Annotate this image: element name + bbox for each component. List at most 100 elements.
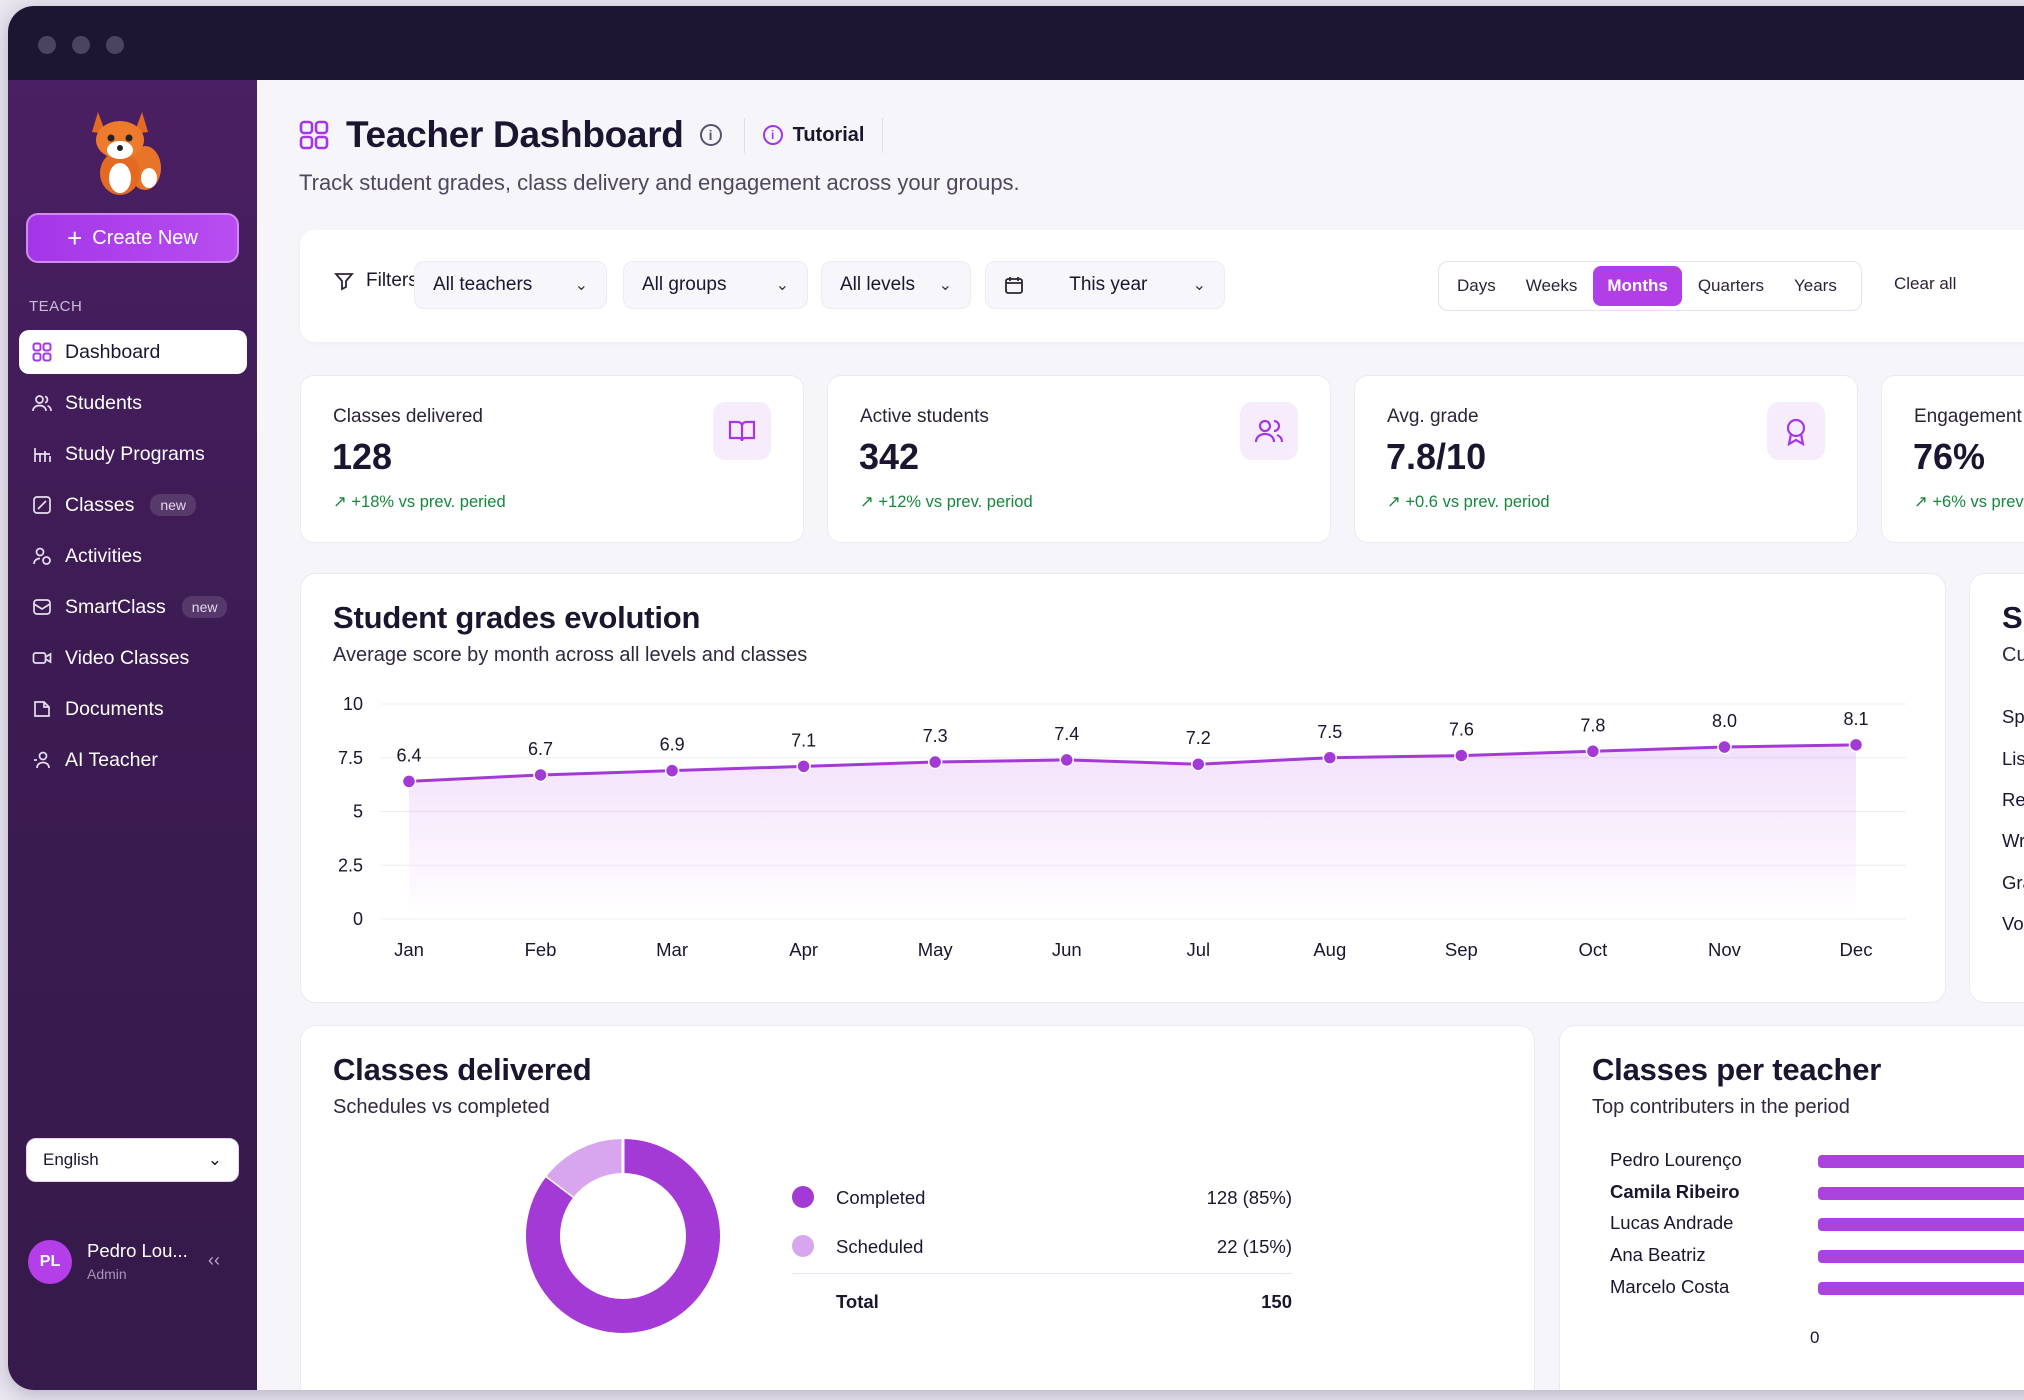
sidebar-item-dashboard[interactable]: Dashboard	[19, 330, 247, 374]
legend-divider	[792, 1273, 1292, 1274]
x-tick-label: Aug	[1313, 939, 1346, 960]
dashboard-grid-icon	[299, 120, 329, 150]
y-tick-label: 7.5	[338, 748, 363, 768]
page-header: Teacher Dashboard i i Tutorial	[298, 114, 884, 156]
sidebar-item-smartclass[interactable]: SmartClass new	[19, 585, 247, 629]
x-tick-label: Jun	[1052, 939, 1082, 960]
classes-per-teacher-card: Classes per teacher Top contributers in …	[1559, 1025, 2024, 1390]
sidebar-item-ai-teacher[interactable]: AI Teacher	[19, 738, 247, 782]
data-point	[1454, 748, 1469, 763]
card-title: Classes delivered	[333, 1052, 592, 1087]
teacher-row: Lucas Andrade	[1610, 1212, 2024, 1236]
period-select[interactable]: This year ⌄	[985, 261, 1225, 309]
window-minimize-dot[interactable]	[72, 36, 90, 54]
user-role: Admin	[87, 1266, 127, 1282]
data-point	[927, 754, 943, 770]
window-close-dot[interactable]	[38, 36, 56, 54]
user-name: Pedro Lou...	[87, 1240, 188, 1261]
kpi-delta: ↗ +6% vs prev	[1914, 493, 2024, 511]
window-zoom-dot[interactable]	[106, 36, 124, 54]
sidebar-item-label: Video Classes	[65, 646, 190, 669]
teacher-row: Camila Ribeiro	[1610, 1181, 2024, 1205]
teacher-row: Marcelo Costa	[1610, 1276, 2024, 1300]
sidebar-item-documents[interactable]: Documents	[19, 687, 247, 731]
x-tick-label: Sep	[1445, 939, 1478, 960]
kpi-delta: ↗ +18% vs prev. peried	[333, 493, 506, 511]
create-new-label: Create New	[92, 226, 198, 249]
series-line	[408, 743, 1857, 783]
sidebar-item-activities[interactable]: Activities	[19, 534, 247, 578]
filter-icon	[334, 273, 354, 291]
activities-icon	[31, 545, 53, 567]
data-point	[401, 774, 417, 789]
granularity-months[interactable]: Months	[1593, 266, 1682, 306]
groups-select[interactable]: All groups ⌄	[623, 261, 808, 309]
legend-total: Total 150	[792, 1286, 1292, 1316]
skill-label: Res	[2002, 789, 2024, 810]
language-value: English	[43, 1150, 99, 1169]
card-title: Classes per teacher	[1592, 1052, 1882, 1087]
legend-label: Completed	[836, 1187, 926, 1208]
skill-label: Voc	[2002, 913, 2024, 934]
x-tick-label: May	[918, 939, 954, 960]
x-tick-label: Dec	[1840, 939, 1873, 960]
language-select[interactable]: English ⌄	[26, 1138, 239, 1182]
sidebar-item-video-classes[interactable]: Video Classes	[19, 636, 247, 680]
sidebar-item-label: Classes	[65, 493, 135, 516]
data-label: 7.4	[1054, 724, 1079, 744]
data-point	[1848, 737, 1864, 753]
sidebar-item-study-programs[interactable]: Study Programs	[19, 432, 247, 476]
tutorial-label: Tutorial	[792, 123, 865, 146]
avatar: PL	[28, 1240, 72, 1284]
data-point	[1585, 744, 1601, 759]
granularity-weeks[interactable]: Weeks	[1525, 276, 1578, 295]
teacher-name: Camila Ribeiro	[1610, 1181, 1740, 1202]
sidebar-item-students[interactable]: Students	[19, 381, 247, 425]
create-new-button[interactable]: + Create New	[26, 213, 239, 263]
granularity-quarters[interactable]: Quarters	[1697, 276, 1764, 295]
sidebar-item-label: SmartClass	[65, 595, 166, 618]
clear-all-button[interactable]: Clear all	[1894, 274, 1957, 293]
data-label: 6.7	[528, 739, 553, 759]
teachers-select[interactable]: All teachers ⌄	[414, 261, 607, 309]
title-bar	[8, 6, 2024, 80]
card-subtitle: Top contributers in the period	[1592, 1096, 1850, 1118]
x-tick-label: Nov	[1708, 939, 1742, 960]
x-tick-label: Feb	[525, 939, 557, 960]
grades-evolution-card: Student grades evolution Average score b…	[300, 573, 1946, 1003]
skill-label: Wri	[2002, 830, 2024, 851]
info-icon[interactable]: i	[699, 124, 722, 146]
tutorial-button[interactable]: i Tutorial	[743, 117, 884, 153]
axis-tick-label: 0	[1810, 1328, 1820, 1347]
teacher-bar	[1818, 1218, 2024, 1231]
kpi-label: Active students	[860, 406, 989, 427]
levels-value: All levels	[840, 274, 915, 295]
data-label: 7.5	[1317, 722, 1342, 742]
book-icon	[713, 402, 771, 460]
user-profile[interactable]: PL Pedro Lou... Admin ‹‹	[28, 1232, 238, 1292]
plus-icon: +	[67, 223, 83, 253]
nav-section-label: TEACH	[29, 298, 83, 315]
ai-teacher-icon	[31, 749, 53, 771]
granularity-years[interactable]: Years	[1793, 276, 1837, 295]
smartclass-icon	[31, 596, 53, 618]
data-label: 7.2	[1186, 728, 1211, 748]
collapse-icon[interactable]: ‹‹	[208, 1250, 220, 1270]
data-point	[1322, 750, 1338, 765]
page-title: Teacher Dashboard	[346, 114, 684, 155]
period-value: This year	[1069, 274, 1148, 295]
levels-select[interactable]: All levels ⌄	[821, 261, 971, 309]
calendar-icon	[1005, 277, 1023, 294]
data-label: 7.6	[1449, 720, 1474, 740]
chevron-down-icon: ⌄	[775, 277, 789, 294]
kpi-value: 128	[332, 436, 393, 477]
new-badge: new	[181, 596, 228, 618]
sidebar-item-classes[interactable]: Classes new	[19, 483, 247, 527]
sidebar: + Create New TEACH Dashboard Students	[8, 80, 257, 1390]
kpi-value: 76%	[1913, 436, 1986, 477]
granularity-days[interactable]: Days	[1457, 276, 1496, 295]
sidebar-item-label: Documents	[65, 697, 164, 720]
kpi-value: 7.8/10	[1386, 436, 1487, 477]
data-point	[1059, 752, 1074, 768]
grades-line-chart: 0 2.5 5 7.5 10 6.4 Jan 6.7 Feb 6.9 Mar 7.1 Apr 7.3 May…	[338, 694, 1906, 960]
